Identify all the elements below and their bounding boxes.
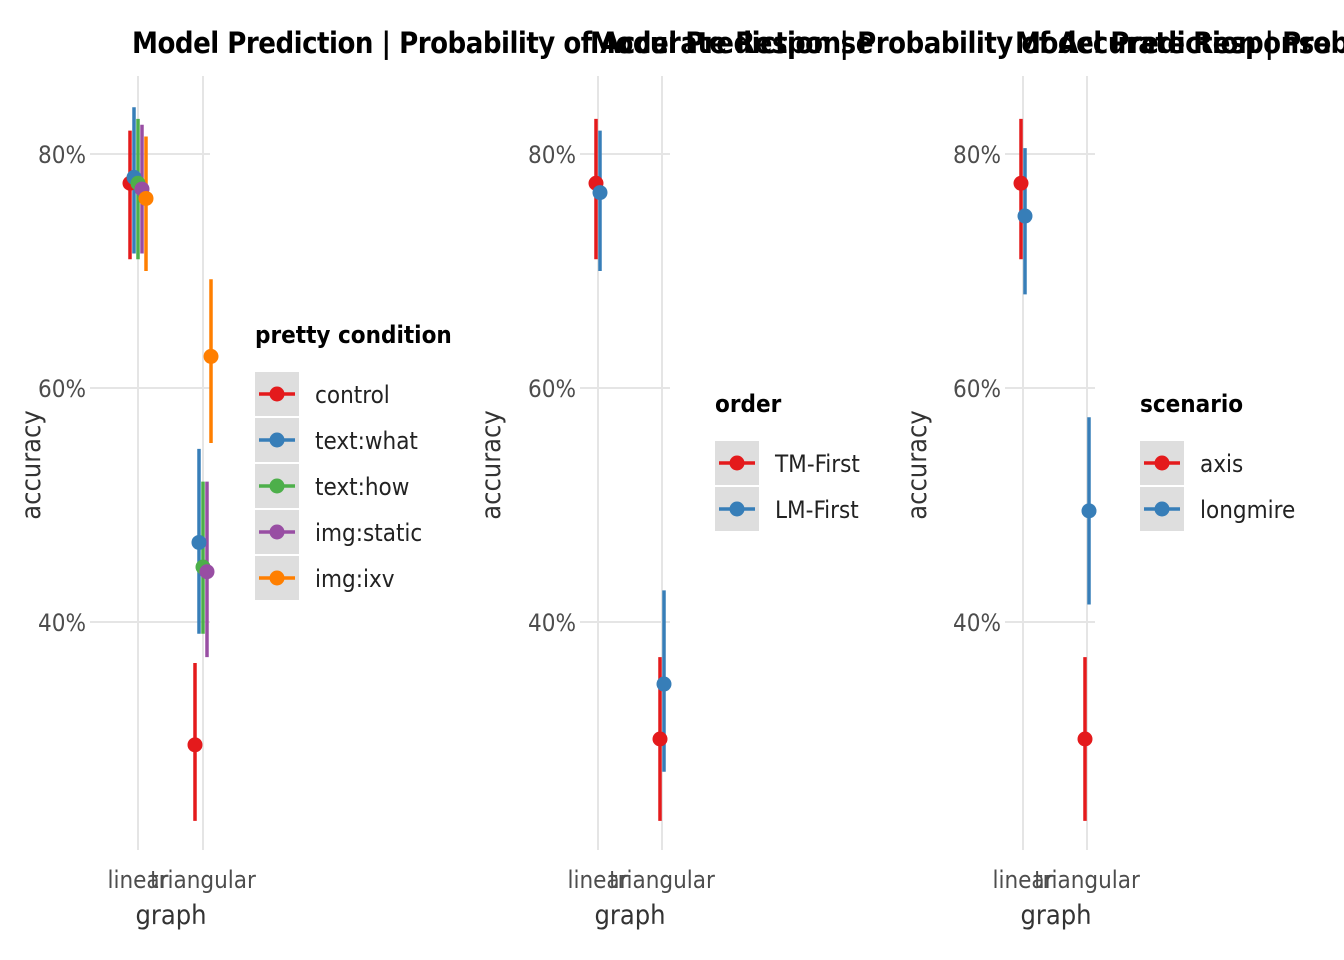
y-tick-label: 60% bbox=[953, 375, 1001, 403]
legend-label-axis: axis bbox=[1200, 450, 1243, 478]
y-tick-label: 80% bbox=[38, 141, 86, 169]
y-tick-label: 80% bbox=[953, 141, 1001, 169]
y-tick-label: 60% bbox=[528, 375, 576, 403]
x-tick-label: linear bbox=[107, 866, 168, 894]
y-axis-title: accuracy bbox=[476, 410, 507, 520]
point-control-triangular bbox=[187, 737, 203, 753]
x-axis-title: graph bbox=[594, 900, 665, 931]
point-img:static-triangular bbox=[199, 564, 215, 580]
point-axis-linear bbox=[1013, 175, 1029, 191]
y-tick-label: 40% bbox=[953, 609, 1001, 637]
y-tick-label: 40% bbox=[528, 609, 576, 637]
legend-key-point bbox=[1154, 455, 1170, 471]
point-LM-First-linear bbox=[592, 185, 608, 201]
legend-key-point bbox=[729, 455, 745, 471]
point-longmire-triangular bbox=[1081, 503, 1097, 519]
y-tick-label: 40% bbox=[38, 609, 86, 637]
legend-label-control: control bbox=[315, 381, 390, 409]
x-tick-label: triangular bbox=[609, 866, 715, 894]
x-axis-title: graph bbox=[1020, 900, 1091, 931]
legend-key-point bbox=[729, 501, 745, 517]
point-longmire-linear bbox=[1017, 208, 1033, 224]
legend: scenario axis longmire bbox=[1140, 390, 1295, 531]
legend-label-img:ixv: img:ixv bbox=[315, 565, 395, 593]
x-tick-label: linear bbox=[992, 866, 1053, 894]
legend-key-point bbox=[269, 478, 285, 494]
legend: pretty condition control text:what text:how… bbox=[255, 321, 452, 600]
x-tick-label: triangular bbox=[1034, 866, 1140, 894]
y-axis-title: accuracy bbox=[902, 410, 933, 520]
x-axis-title: graph bbox=[135, 900, 206, 931]
x-tick-label: linear bbox=[567, 866, 628, 894]
legend-label-LM-First: LM-First bbox=[775, 496, 859, 524]
y-axis-title: accuracy bbox=[16, 410, 47, 520]
point-axis-triangular bbox=[1077, 731, 1093, 747]
x-tick-label: triangular bbox=[150, 866, 256, 894]
point-img:ixv-linear bbox=[138, 190, 154, 206]
legend-label-text:what: text:what bbox=[315, 427, 418, 455]
legend-key-point bbox=[269, 570, 285, 586]
y-tick-label: 60% bbox=[38, 375, 86, 403]
legend-key-point bbox=[269, 432, 285, 448]
legend-title: pretty condition bbox=[255, 321, 452, 349]
legend-key-point bbox=[269, 524, 285, 540]
legend-label-text:how: text:how bbox=[315, 473, 409, 501]
legend-label-TM-First: TM-First bbox=[774, 450, 860, 478]
point-text:what-triangular bbox=[191, 534, 207, 550]
point-TM-First-triangular bbox=[652, 731, 668, 747]
point-LM-First-triangular bbox=[656, 676, 672, 692]
y-tick-label: 80% bbox=[528, 141, 576, 169]
legend-label-longmire: longmire bbox=[1200, 496, 1295, 524]
chart-title: Model Prediction | Probability of Accura… bbox=[590, 26, 1331, 60]
legend-label-img:static: img:static bbox=[315, 519, 422, 547]
legend: order TM-First LM-First bbox=[715, 390, 860, 531]
legend-key-point bbox=[269, 386, 285, 402]
chart-title: Model Prediction | Probability of Accura… bbox=[1015, 26, 1344, 60]
legend-title: scenario bbox=[1140, 390, 1243, 418]
chart-title: Model Prediction | Probability of Accura… bbox=[132, 26, 873, 60]
legend-key-point bbox=[1154, 501, 1170, 517]
legend-title: order bbox=[715, 390, 782, 418]
point-img:ixv-triangular bbox=[203, 348, 219, 364]
